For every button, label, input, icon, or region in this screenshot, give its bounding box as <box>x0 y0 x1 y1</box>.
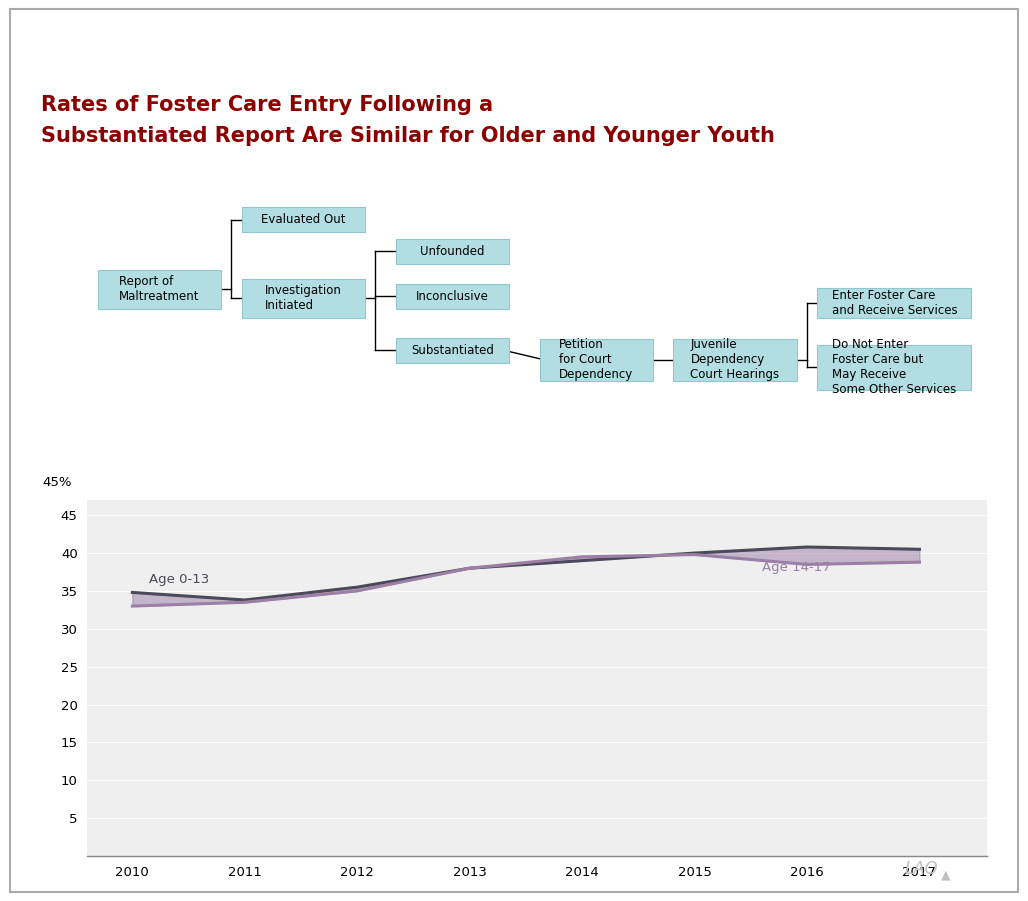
Text: ▲: ▲ <box>941 869 950 881</box>
Text: Rates of Foster Care Entry Following a: Rates of Foster Care Entry Following a <box>41 95 493 114</box>
Text: Evaluated Out: Evaluated Out <box>261 214 345 226</box>
FancyBboxPatch shape <box>98 270 221 308</box>
Text: Age 14-17: Age 14-17 <box>762 561 831 574</box>
Text: Figure 6: Figure 6 <box>37 24 108 39</box>
Text: Juvenile
Dependency
Court Hearings: Juvenile Dependency Court Hearings <box>691 339 779 381</box>
Text: LAO: LAO <box>905 860 939 878</box>
Text: Substantiated: Substantiated <box>411 344 493 357</box>
FancyBboxPatch shape <box>242 207 365 232</box>
Text: Enter Foster Care
and Receive Services: Enter Foster Care and Receive Services <box>832 289 957 317</box>
Text: Age 0-13: Age 0-13 <box>149 573 210 587</box>
Text: Inconclusive: Inconclusive <box>416 290 488 303</box>
Text: Substantiated Report Are Similar for Older and Younger Youth: Substantiated Report Are Similar for Old… <box>41 126 775 146</box>
Text: Report of
Maltreatment: Report of Maltreatment <box>119 276 199 304</box>
Text: Do Not Enter
Foster Care but
May Receive
Some Other Services: Do Not Enter Foster Care but May Receive… <box>833 338 956 396</box>
FancyBboxPatch shape <box>540 339 653 380</box>
Text: 45%: 45% <box>42 477 72 489</box>
Text: Unfounded: Unfounded <box>420 245 484 258</box>
FancyBboxPatch shape <box>817 345 971 389</box>
FancyBboxPatch shape <box>396 338 509 362</box>
Text: Investigation
Initiated: Investigation Initiated <box>265 285 341 313</box>
Text: Petition
for Court
Dependency: Petition for Court Dependency <box>559 339 633 381</box>
FancyBboxPatch shape <box>242 279 365 317</box>
FancyBboxPatch shape <box>396 284 509 308</box>
FancyBboxPatch shape <box>673 339 797 380</box>
FancyBboxPatch shape <box>817 288 971 317</box>
FancyBboxPatch shape <box>396 239 509 263</box>
